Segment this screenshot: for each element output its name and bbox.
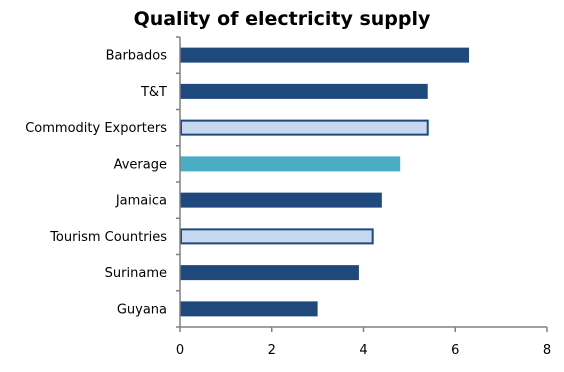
bar-suriname xyxy=(180,265,359,281)
x-tick-label-8: 8 xyxy=(543,343,551,358)
bar-average xyxy=(180,156,401,172)
category-label-t-t: T&T xyxy=(140,85,167,100)
category-label-suriname: Suriname xyxy=(105,266,167,281)
chart-title: Quality of electricity supply xyxy=(133,8,431,30)
x-tick-label-0: 0 xyxy=(176,343,184,358)
x-tick-label-2: 2 xyxy=(268,343,276,358)
bar-tourism-countries xyxy=(180,228,374,245)
bar-barbados xyxy=(180,47,470,63)
bar-t-t xyxy=(180,83,428,99)
category-label-average: Average xyxy=(114,157,167,172)
labels: Barbados T&T Commodity Exporters Average Jam… xyxy=(25,49,551,358)
x-tick-label-4: 4 xyxy=(359,343,367,358)
bar-commodity-exporters xyxy=(180,119,429,136)
category-label-guyana: Guyana xyxy=(117,302,167,317)
bar-guyana xyxy=(180,301,318,317)
bar-jamaica xyxy=(180,192,382,208)
x-tick-label-6: 6 xyxy=(451,343,459,358)
category-label-tourism-countries: Tourism Countries xyxy=(49,230,167,245)
axes xyxy=(176,36,548,332)
category-label-barbados: Barbados xyxy=(106,49,168,64)
category-label-commodity-exporters: Commodity Exporters xyxy=(25,121,167,136)
bars xyxy=(180,47,470,317)
category-label-jamaica: Jamaica xyxy=(115,194,167,209)
